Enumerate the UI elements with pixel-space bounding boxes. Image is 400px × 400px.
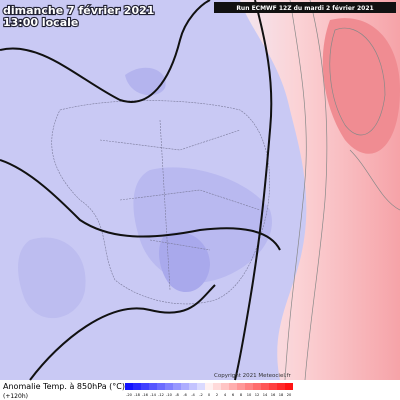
run-box bbox=[214, 2, 396, 13]
legend-label: 8 bbox=[240, 393, 243, 397]
legend-label: 20 bbox=[287, 393, 292, 397]
legend-swatch bbox=[245, 383, 253, 390]
legend-label: -16 bbox=[142, 393, 149, 397]
legend-swatch bbox=[277, 383, 285, 390]
legend-swatch bbox=[189, 383, 197, 390]
time-label: 13:00 locale bbox=[3, 16, 78, 29]
legend-label: 4 bbox=[224, 393, 227, 397]
legend-swatch bbox=[173, 383, 181, 390]
lead-time: (+120h) bbox=[3, 393, 28, 400]
cold-anomaly bbox=[18, 237, 86, 319]
legend-swatch bbox=[165, 383, 173, 390]
legend-swatch bbox=[197, 383, 205, 390]
country-borders bbox=[51, 100, 270, 305]
contour-line bbox=[0, 159, 281, 251]
cold-anomaly bbox=[125, 67, 166, 96]
legend-label: -18 bbox=[134, 393, 141, 397]
legend-swatch bbox=[261, 383, 269, 390]
legend-label: -20 bbox=[126, 393, 133, 397]
contour-line bbox=[304, 0, 328, 381]
legend-label: -6 bbox=[183, 393, 187, 397]
legend-swatch bbox=[213, 383, 221, 390]
legend-label: 16 bbox=[271, 393, 276, 397]
footer-title: Anomalie Temp. à 850hPa (°C) bbox=[3, 382, 125, 391]
contour-line bbox=[0, 0, 211, 103]
legend-label: -12 bbox=[158, 393, 164, 397]
contour-line bbox=[234, 0, 273, 381]
legend-label: 14 bbox=[263, 393, 268, 397]
legend-label: -10 bbox=[166, 393, 173, 397]
legend-label: -4 bbox=[191, 393, 195, 397]
date-label: dimanche 7 février 2021 bbox=[3, 4, 154, 17]
contour-line bbox=[29, 284, 216, 381]
cold-anomaly bbox=[158, 231, 210, 293]
legend-label: 10 bbox=[247, 393, 252, 397]
legend-swatch bbox=[269, 383, 277, 390]
legend-label: -8 bbox=[175, 393, 179, 397]
legend-swatch bbox=[181, 383, 189, 390]
legend-label: 12 bbox=[255, 393, 260, 397]
legend-swatch bbox=[253, 383, 261, 390]
legend-swatch bbox=[125, 383, 133, 390]
map: dimanche 7 février 2021 13:00 locale Run… bbox=[0, 0, 400, 381]
legend-swatch bbox=[285, 383, 293, 390]
legend-swatch bbox=[237, 383, 245, 390]
legend-label: -2 bbox=[199, 393, 203, 397]
legend-swatch bbox=[133, 383, 141, 390]
legend-swatch bbox=[229, 383, 237, 390]
contour-line bbox=[329, 27, 386, 136]
legend-swatch bbox=[221, 383, 229, 390]
legend-label: 6 bbox=[232, 393, 235, 397]
legend-label: 0 bbox=[208, 393, 211, 397]
legend-label: 2 bbox=[216, 393, 218, 397]
copyright: Copyright 2021 Meteociel.fr bbox=[214, 373, 292, 379]
legend-label: 18 bbox=[279, 393, 284, 397]
legend-swatch bbox=[157, 383, 165, 390]
legend-swatch bbox=[141, 383, 149, 390]
contour-line bbox=[349, 149, 400, 211]
contour-line bbox=[284, 0, 307, 381]
legend-swatch bbox=[205, 383, 213, 390]
legend-label: -14 bbox=[150, 393, 157, 397]
run-label: Run ECMWF 12Z du mardi 2 février 2021 bbox=[236, 5, 373, 12]
legend-swatch bbox=[149, 383, 157, 390]
color-legend: -20 -18 -16 -14 -12 -10 -8 -6 -4 -2 0 2 4 6 8 10 12 14 16 1… bbox=[125, 383, 293, 397]
